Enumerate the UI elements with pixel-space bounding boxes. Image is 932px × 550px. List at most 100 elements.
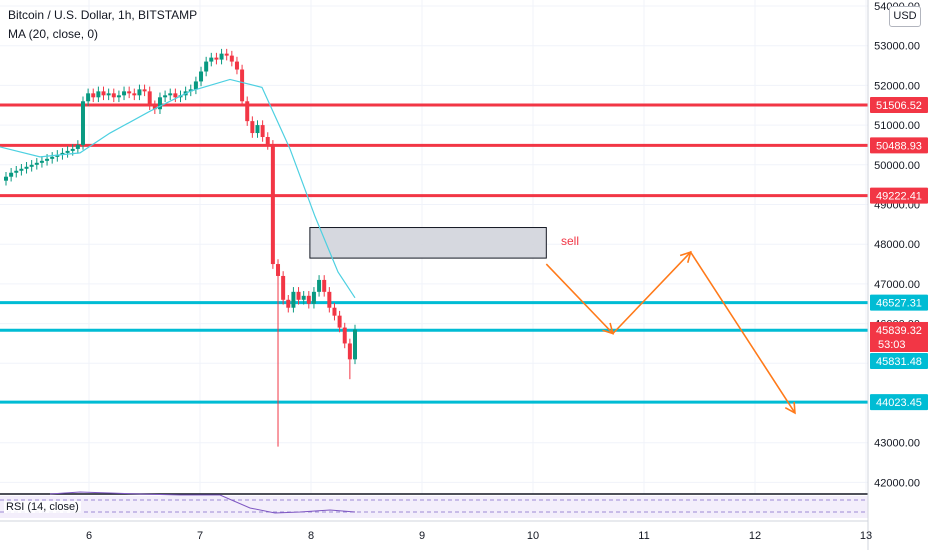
candle-body — [39, 160, 44, 163]
level-badge-bg — [870, 294, 928, 311]
candle-body — [332, 307, 337, 316]
candle-body — [91, 93, 96, 98]
sell-annotation: sell — [561, 234, 579, 248]
candle-body — [157, 97, 162, 110]
candle-body — [296, 291, 301, 300]
ma-legend: MA (20, close, 0) — [8, 27, 99, 41]
level-badge: 50488.93 — [876, 140, 922, 152]
time-tick-label: 10 — [527, 530, 539, 542]
level-badge-bg — [870, 352, 928, 369]
candle-body — [276, 264, 281, 276]
rsi-legend: RSI (14, close) — [4, 501, 81, 513]
ma-curve — [0, 78, 356, 299]
level-badge: 51506.52 — [876, 100, 922, 112]
candle-body — [173, 93, 178, 98]
candle-body — [255, 125, 260, 134]
candle-body — [209, 57, 214, 62]
candle-body — [193, 81, 198, 90]
candle-body — [127, 91, 132, 94]
candle-body — [286, 299, 291, 308]
candle-body — [14, 170, 19, 173]
projection-arrows[interactable] — [545, 250, 796, 415]
candle-body — [152, 105, 157, 110]
candle-body — [234, 61, 239, 70]
projection-path[interactable] — [545, 250, 796, 414]
rsi-line — [49, 491, 356, 514]
candle-body — [29, 164, 34, 167]
candle-body — [122, 91, 127, 96]
price-tick-label: 47000.00 — [874, 279, 920, 291]
candle-body — [281, 275, 286, 300]
candle-body — [327, 291, 332, 308]
candle-body — [9, 172, 14, 177]
candle-body — [24, 166, 29, 169]
candle-body — [224, 53, 229, 56]
time-tick-label: 8 — [308, 530, 314, 542]
price-tick-label: 51000.00 — [874, 120, 920, 132]
ma-line — [0, 78, 356, 299]
candle-body — [75, 144, 80, 149]
candle-body — [96, 91, 101, 98]
candle-body — [353, 329, 357, 360]
rsi-band — [0, 496, 868, 518]
candle-body — [322, 279, 327, 292]
level-badge: 45831.48 — [876, 356, 922, 368]
candle-body — [260, 125, 265, 138]
candle-body — [163, 95, 168, 98]
candle-body — [245, 101, 250, 122]
candle-body — [219, 53, 224, 60]
sell-zone[interactable] — [309, 227, 547, 259]
level-badge-bg — [870, 187, 928, 204]
level-badge-bg — [870, 96, 928, 113]
time-tick-label: 7 — [197, 530, 203, 542]
candle-body — [111, 93, 116, 98]
candle-body — [240, 69, 245, 102]
candle-body — [34, 162, 39, 165]
arrow-head — [679, 250, 692, 263]
candle-body — [45, 158, 50, 161]
candle-body — [188, 89, 193, 92]
price-tick-label: 43000.00 — [874, 438, 920, 450]
price-tick-label: 52000.00 — [874, 80, 920, 92]
level-badge-bg — [870, 137, 928, 154]
candle-body — [270, 144, 275, 265]
candles — [4, 48, 357, 447]
candle-body — [168, 93, 173, 96]
candle-body — [116, 95, 121, 98]
candle-body — [337, 315, 342, 328]
candle-body — [80, 101, 85, 145]
sell-zone-box[interactable] — [309, 227, 547, 259]
candle-body — [291, 291, 296, 308]
candle-body — [106, 93, 111, 96]
level-badge-bg — [870, 394, 928, 411]
candle-body — [132, 93, 137, 96]
time-tick-label: 9 — [419, 530, 425, 542]
countdown-label: 53:03 — [878, 339, 906, 351]
time-axis[interactable]: 6 7 8 9 10 11 12 13 — [86, 530, 872, 542]
candle-body — [147, 91, 152, 106]
currency-button[interactable]: USD — [889, 6, 921, 27]
candle-body — [265, 137, 270, 145]
last-price-label: 45839.32 — [876, 325, 922, 337]
symbol-legend: Bitcoin / U.S. Dollar, 1h, BITSTAMP — [8, 8, 198, 22]
time-tick-label: 6 — [86, 530, 92, 542]
time-tick-label: 13 — [860, 530, 872, 542]
candle-body — [19, 168, 24, 171]
price-badges: 51506.52 50488.93 49222.41 46527.31 44023.45… — [870, 96, 928, 411]
candle-body — [342, 327, 347, 344]
horizontal-levels[interactable] — [0, 103, 868, 404]
price-tick-label: 53000.00 — [874, 41, 920, 53]
candle-body — [60, 152, 65, 155]
candle-body — [204, 61, 209, 72]
candle-body — [214, 57, 219, 60]
time-tick-label: 12 — [749, 530, 761, 542]
candle-body — [317, 279, 322, 292]
candle-body — [55, 154, 60, 157]
price-tick-label: 48000.00 — [874, 239, 920, 251]
candle-body — [199, 71, 204, 82]
level-badge: 49222.41 — [876, 191, 922, 203]
candle-body — [65, 150, 70, 153]
candle-body — [86, 93, 91, 102]
